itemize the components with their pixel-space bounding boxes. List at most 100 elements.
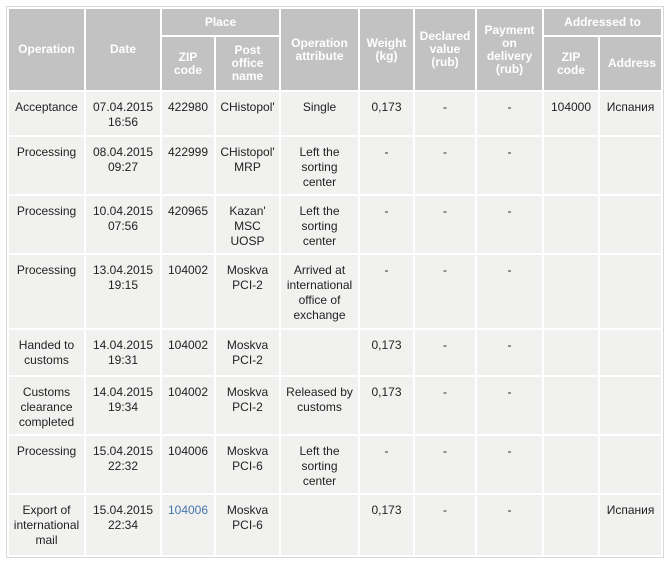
cell-zip-code: 104006	[162, 495, 214, 555]
cell-operation-attribute: Arrived at international office of excha…	[281, 255, 359, 328]
cell-date: 13.04.2015 19:15	[86, 255, 160, 328]
cell-declared-value: -	[415, 377, 476, 434]
cell-address: Испания	[600, 92, 662, 135]
cell-operation-attribute: Left the sorting center	[281, 196, 359, 253]
cell-zip-code: 422999	[162, 137, 214, 194]
cell-operation-attribute	[281, 330, 359, 375]
cell-operation: Export of international mail	[9, 495, 84, 555]
cell-payment: -	[477, 377, 543, 434]
cell-addr-zip	[544, 196, 599, 253]
cell-operation-attribute: Left the sorting center	[281, 436, 359, 493]
cell-address	[600, 330, 662, 375]
cell-payment: -	[477, 495, 543, 555]
cell-operation: Customs clearance completed	[9, 377, 84, 434]
cell-date: 08.04.2015 09:27	[86, 137, 160, 194]
cell-declared-value: -	[415, 436, 476, 493]
cell-zip-code: 422980	[162, 92, 214, 135]
cell-weight: -	[360, 196, 414, 253]
cell-addr-zip	[544, 137, 599, 194]
cell-payment: -	[477, 92, 543, 135]
tracking-table: Operation Date Place Operation attribute…	[6, 6, 665, 558]
cell-declared-value: -	[415, 137, 476, 194]
cell-operation: Processing	[9, 255, 84, 328]
cell-weight: 0,173	[360, 495, 414, 555]
col-header-zip-code: ZIP code	[162, 37, 214, 90]
cell-weight: 0,173	[360, 377, 414, 434]
cell-payment: -	[477, 436, 543, 493]
table-row: Handed to customs 14.04.2015 19:31 10400…	[9, 330, 662, 375]
zip-code-link[interactable]: 104006	[167, 503, 209, 517]
table-body: Acceptance 07.04.2015 16:56 422980 CHist…	[9, 92, 662, 555]
cell-post-office: Kazan' MSC UOSP	[216, 196, 280, 253]
col-header-payment-on-delivery: Payment on delivery (rub)	[477, 9, 543, 90]
cell-declared-value: -	[415, 330, 476, 375]
cell-address: Испания	[600, 495, 662, 555]
table-header: Operation Date Place Operation attribute…	[9, 9, 662, 90]
cell-post-office: CHistopol' MRP	[216, 137, 280, 194]
col-header-addressed-to: Addressed to	[544, 9, 662, 35]
table-row: Processing 13.04.2015 19:15 104002 Moskv…	[9, 255, 662, 328]
col-header-place: Place	[162, 9, 280, 35]
cell-payment: -	[477, 196, 543, 253]
cell-zip-code: 104002	[162, 330, 214, 375]
table-row: Processing 08.04.2015 09:27 422999 CHist…	[9, 137, 662, 194]
cell-zip-code: 420965	[162, 196, 214, 253]
cell-address	[600, 436, 662, 493]
cell-operation: Handed to customs	[9, 330, 84, 375]
cell-address	[600, 137, 662, 194]
cell-payment: -	[477, 137, 543, 194]
cell-post-office: Moskva PCI-2	[216, 377, 280, 434]
cell-post-office: Moskva PCI-6	[216, 495, 280, 555]
cell-post-office: Moskva PCI-2	[216, 330, 280, 375]
cell-weight: -	[360, 255, 414, 328]
cell-address	[600, 196, 662, 253]
cell-zip-code: 104002	[162, 377, 214, 434]
table-row: Processing 15.04.2015 22:32 104006 Moskv…	[9, 436, 662, 493]
table-row: Export of international mail 15.04.2015 …	[9, 495, 662, 555]
table-row: Processing 10.04.2015 07:56 420965 Kazan…	[9, 196, 662, 253]
cell-date: 10.04.2015 07:56	[86, 196, 160, 253]
cell-operation: Processing	[9, 436, 84, 493]
cell-declared-value: -	[415, 196, 476, 253]
cell-weight: -	[360, 436, 414, 493]
cell-address	[600, 377, 662, 434]
cell-post-office: Moskva PCI-2	[216, 255, 280, 328]
cell-date: 14.04.2015 19:34	[86, 377, 160, 434]
col-header-address: Address	[600, 37, 662, 90]
cell-addr-zip	[544, 330, 599, 375]
cell-zip-code: 104006	[162, 436, 214, 493]
cell-post-office: Moskva PCI-6	[216, 436, 280, 493]
cell-weight: 0,173	[360, 330, 414, 375]
cell-addr-zip	[544, 377, 599, 434]
cell-declared-value: -	[415, 495, 476, 555]
col-header-post-office-name: Post office name	[216, 37, 280, 90]
cell-weight: -	[360, 137, 414, 194]
col-header-declared-value: Declared value (rub)	[415, 9, 476, 90]
table-row: Customs clearance completed 14.04.2015 1…	[9, 377, 662, 434]
cell-address	[600, 255, 662, 328]
cell-zip-code: 104002	[162, 255, 214, 328]
cell-operation: Acceptance	[9, 92, 84, 135]
cell-operation-attribute: Single	[281, 92, 359, 135]
cell-payment: -	[477, 255, 543, 328]
cell-addr-zip	[544, 495, 599, 555]
cell-addr-zip	[544, 436, 599, 493]
cell-date: 07.04.2015 16:56	[86, 92, 160, 135]
cell-date: 14.04.2015 19:31	[86, 330, 160, 375]
col-header-operation: Operation	[9, 9, 84, 90]
cell-operation-attribute	[281, 495, 359, 555]
cell-date: 15.04.2015 22:32	[86, 436, 160, 493]
cell-post-office: CHistopol'	[216, 92, 280, 135]
col-header-addressed-zip-code: ZIP code	[544, 37, 599, 90]
cell-payment: -	[477, 330, 543, 375]
col-header-date: Date	[86, 9, 160, 90]
col-header-operation-attribute: Operation attribute	[281, 9, 359, 90]
cell-operation-attribute: Left the sorting center	[281, 137, 359, 194]
cell-weight: 0,173	[360, 92, 414, 135]
table-row: Acceptance 07.04.2015 16:56 422980 CHist…	[9, 92, 662, 135]
col-header-weight: Weight (kg)	[360, 9, 414, 90]
cell-operation: Processing	[9, 137, 84, 194]
cell-declared-value: -	[415, 92, 476, 135]
cell-addr-zip	[544, 255, 599, 328]
